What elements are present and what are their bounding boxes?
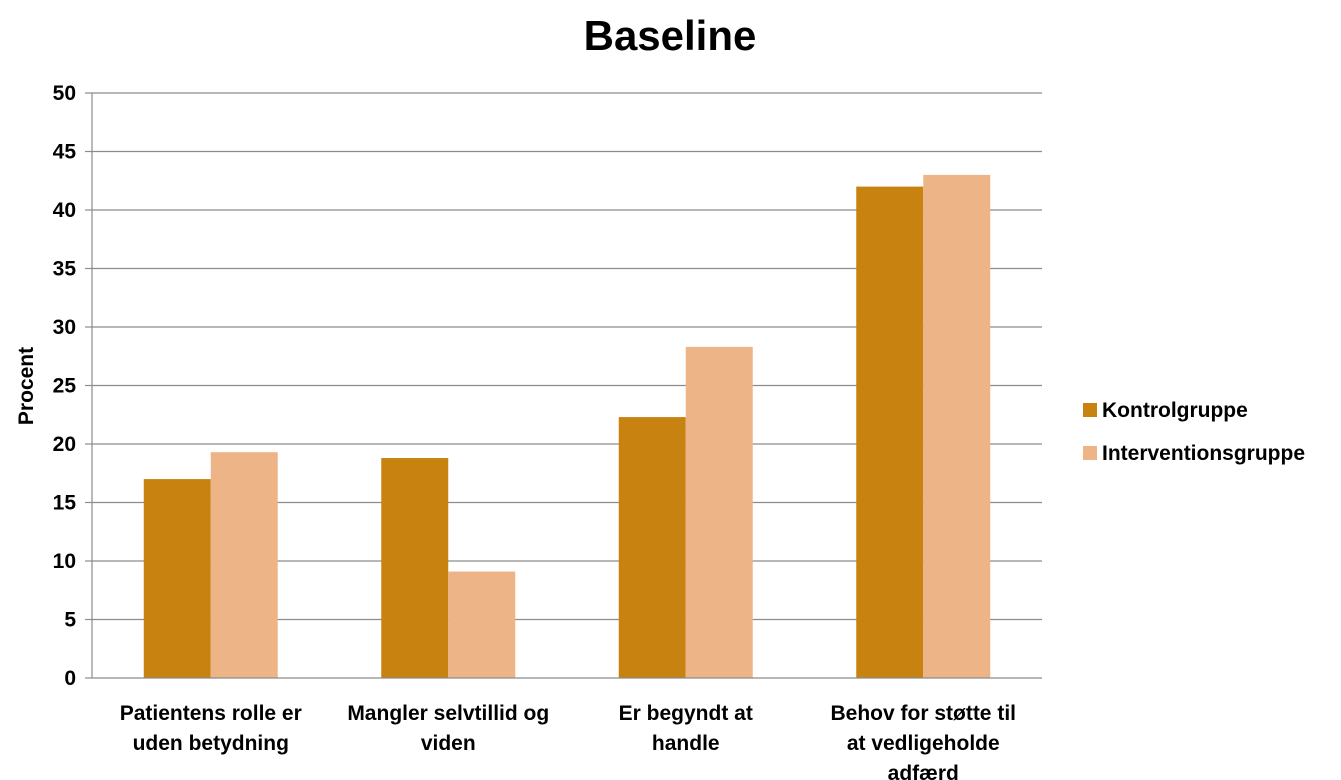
- y-tick-label: 30: [53, 316, 76, 339]
- x-tick-label: at vedligeholde: [847, 732, 1000, 755]
- y-tick-label: 40: [53, 199, 76, 222]
- bar-interventionsgruppe: [448, 571, 516, 678]
- bar-interventionsgruppe: [685, 346, 753, 678]
- bar-interventionsgruppe: [923, 174, 991, 678]
- bar-kontrolgruppe: [856, 186, 924, 678]
- legend-swatch: [1083, 403, 1097, 417]
- legend-label: Interventionsgruppe: [1102, 442, 1305, 465]
- x-tick-label: uden betydning: [133, 732, 289, 755]
- y-tick-label: 45: [53, 141, 77, 164]
- x-tick-label: adfærd: [888, 762, 959, 780]
- x-tick-label: Er begyndt at: [619, 702, 753, 725]
- y-tick-label: 15: [53, 492, 77, 515]
- bar-kontrolgruppe: [618, 417, 686, 678]
- x-tick-label: Patientens rolle er: [120, 702, 302, 725]
- y-tick-label: 35: [53, 258, 77, 281]
- y-axis-title: Procent: [15, 347, 38, 425]
- y-tick-label: 10: [53, 550, 76, 573]
- bars: [143, 174, 991, 678]
- bar-interventionsgruppe: [210, 452, 278, 678]
- x-tick-label: Behov for støtte til: [830, 702, 1016, 725]
- x-tick-label: handle: [652, 732, 720, 755]
- x-tick-label: viden: [421, 732, 476, 755]
- legend-label: Kontrolgruppe: [1102, 399, 1248, 422]
- legend: Kontrolgruppe Interventionsgruppe: [1083, 399, 1305, 465]
- bar-kontrolgruppe: [381, 458, 449, 678]
- y-tick-label: 50: [53, 82, 76, 105]
- y-axis-ticks: 0 5 10 15 20 25 30 35 40 45 50: [53, 82, 92, 690]
- x-tick-label: Mangler selvtillid og: [347, 702, 549, 725]
- y-tick-label: 0: [64, 667, 76, 690]
- chart-title: Baseline: [584, 12, 757, 59]
- bar-kontrolgruppe: [143, 479, 211, 678]
- x-axis: [91, 93, 1042, 679]
- x-axis-labels: Patientens rolle er uden betydning Mangler…: [120, 702, 1016, 780]
- y-tick-label: 25: [53, 375, 77, 398]
- y-tick-label: 5: [64, 609, 76, 632]
- y-tick-label: 20: [53, 433, 76, 456]
- legend-swatch: [1083, 446, 1097, 460]
